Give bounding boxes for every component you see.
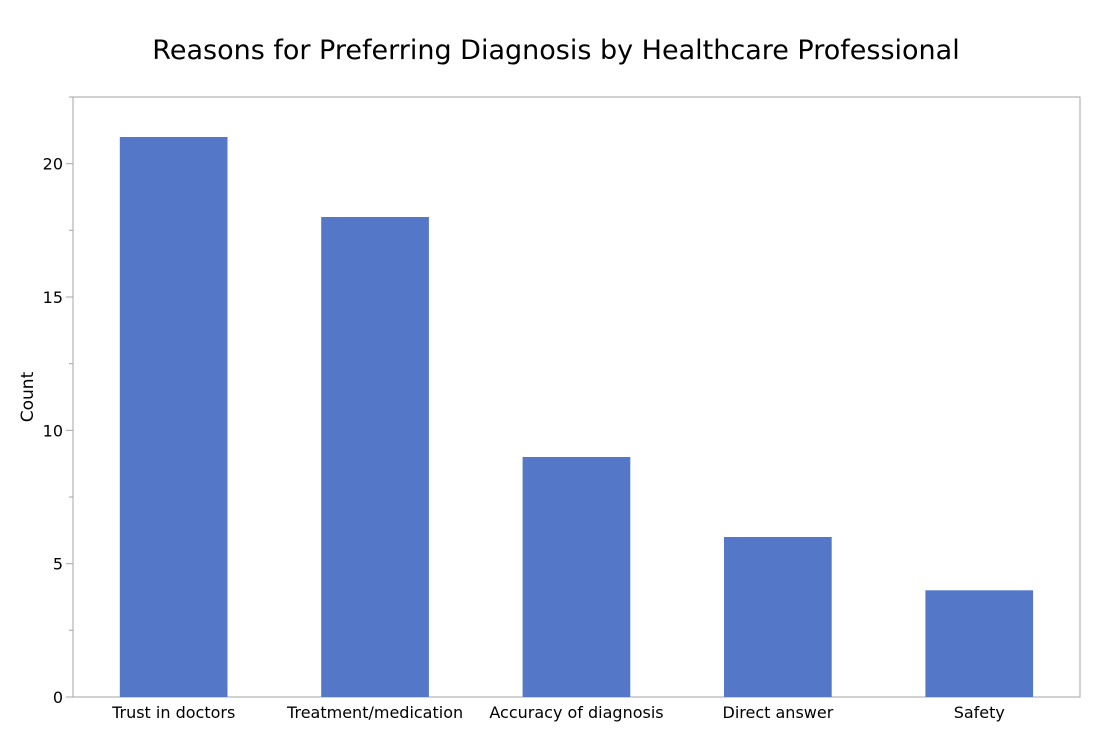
x-tick-label: Direct answer xyxy=(723,703,834,722)
bar-trust-in-doctors xyxy=(119,137,228,697)
chart-title: Reasons for Preferring Diagnosis by Heal… xyxy=(152,35,959,66)
y-tick-label: 20 xyxy=(43,155,63,174)
x-tick-label: Accuracy of diagnosis xyxy=(489,703,663,722)
x-axis-labels: Trust in doctors Treatment/medication Accu… xyxy=(111,703,1005,722)
x-tick-label: Safety xyxy=(954,703,1005,722)
bars-group xyxy=(119,137,1034,697)
bar-safety xyxy=(925,590,1034,697)
y-tick-label: 5 xyxy=(53,555,63,574)
bar-treatment-medication xyxy=(321,217,429,697)
y-axis-label: Count xyxy=(18,371,38,422)
x-tick-label: Treatment/medication xyxy=(286,703,463,722)
bar-direct-answer xyxy=(724,537,832,697)
bar-accuracy-of-diagnosis xyxy=(522,457,631,697)
x-tick-label: Trust in doctors xyxy=(111,703,235,722)
y-axis-ticks: 0 5 10 15 20 xyxy=(43,96,73,707)
y-tick-label: 10 xyxy=(43,421,63,440)
y-tick-label: 15 xyxy=(43,288,63,307)
y-tick-label: 0 xyxy=(53,688,63,707)
